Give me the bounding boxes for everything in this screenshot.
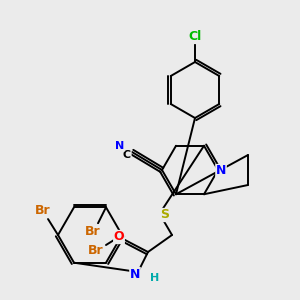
Text: Br: Br	[88, 244, 104, 256]
Text: N: N	[130, 268, 140, 281]
Text: N: N	[116, 141, 124, 151]
Text: C: C	[123, 150, 131, 160]
Text: N: N	[216, 164, 226, 178]
Text: Br: Br	[35, 205, 51, 218]
Text: O: O	[114, 230, 124, 244]
Text: H: H	[150, 273, 160, 283]
Text: S: S	[160, 208, 169, 221]
Text: Cl: Cl	[188, 31, 202, 44]
Text: Br: Br	[85, 225, 101, 238]
